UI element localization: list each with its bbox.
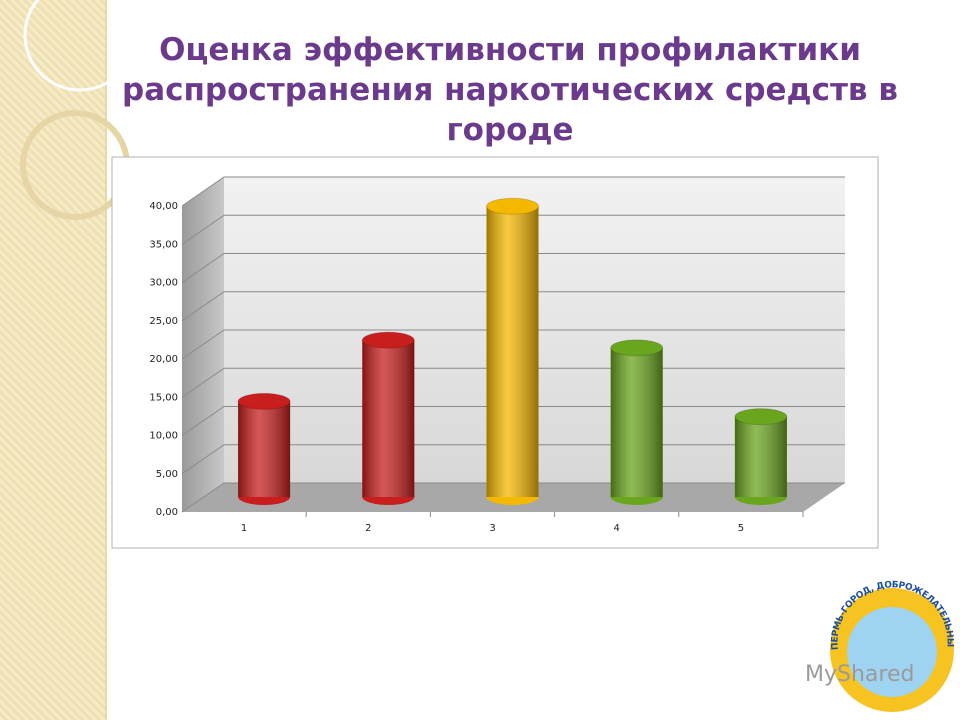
y-tick-label: 0,00 — [156, 507, 178, 518]
decor-circle — [20, 110, 130, 220]
x-tick-label: 4 — [614, 523, 620, 534]
y-tick-label: 30,00 — [149, 278, 178, 289]
grid-line — [181, 329, 845, 360]
y-tick-label: 40,00 — [149, 201, 178, 212]
y-tick-label: 20,00 — [149, 354, 178, 365]
y-tick-label: 35,00 — [149, 239, 178, 250]
watermark: MyShared — [805, 662, 914, 687]
title: Оценка эффективности профилактики распро… — [122, 32, 898, 148]
bar-cap — [237, 392, 291, 410]
bar-shade — [486, 206, 539, 498]
logo-inner — [847, 607, 937, 697]
bar-cap — [734, 408, 788, 426]
bar-shade — [238, 401, 291, 497]
y-tick-label: 5,00 — [156, 469, 178, 480]
x-tick-label: 3 — [489, 523, 495, 534]
x-tick-label: 2 — [365, 523, 371, 534]
grid-line — [181, 176, 845, 207]
y-tick-label: 15,00 — [149, 392, 178, 403]
decor-circle — [23, 0, 137, 92]
bar-shade — [362, 340, 415, 497]
y-tick-label: 10,00 — [149, 431, 178, 442]
bar-shade — [610, 347, 663, 497]
grid-line — [181, 253, 845, 283]
bar-cap — [361, 331, 415, 349]
y-tick-label: 25,00 — [149, 316, 178, 327]
x-tick-label: 5 — [738, 523, 744, 534]
bar-cap — [610, 339, 664, 357]
bar-shade — [734, 416, 787, 497]
grid-line — [181, 291, 845, 322]
x-tick-label: 1 — [241, 523, 247, 534]
bar-cap — [486, 197, 539, 215]
grid-line — [181, 214, 845, 245]
